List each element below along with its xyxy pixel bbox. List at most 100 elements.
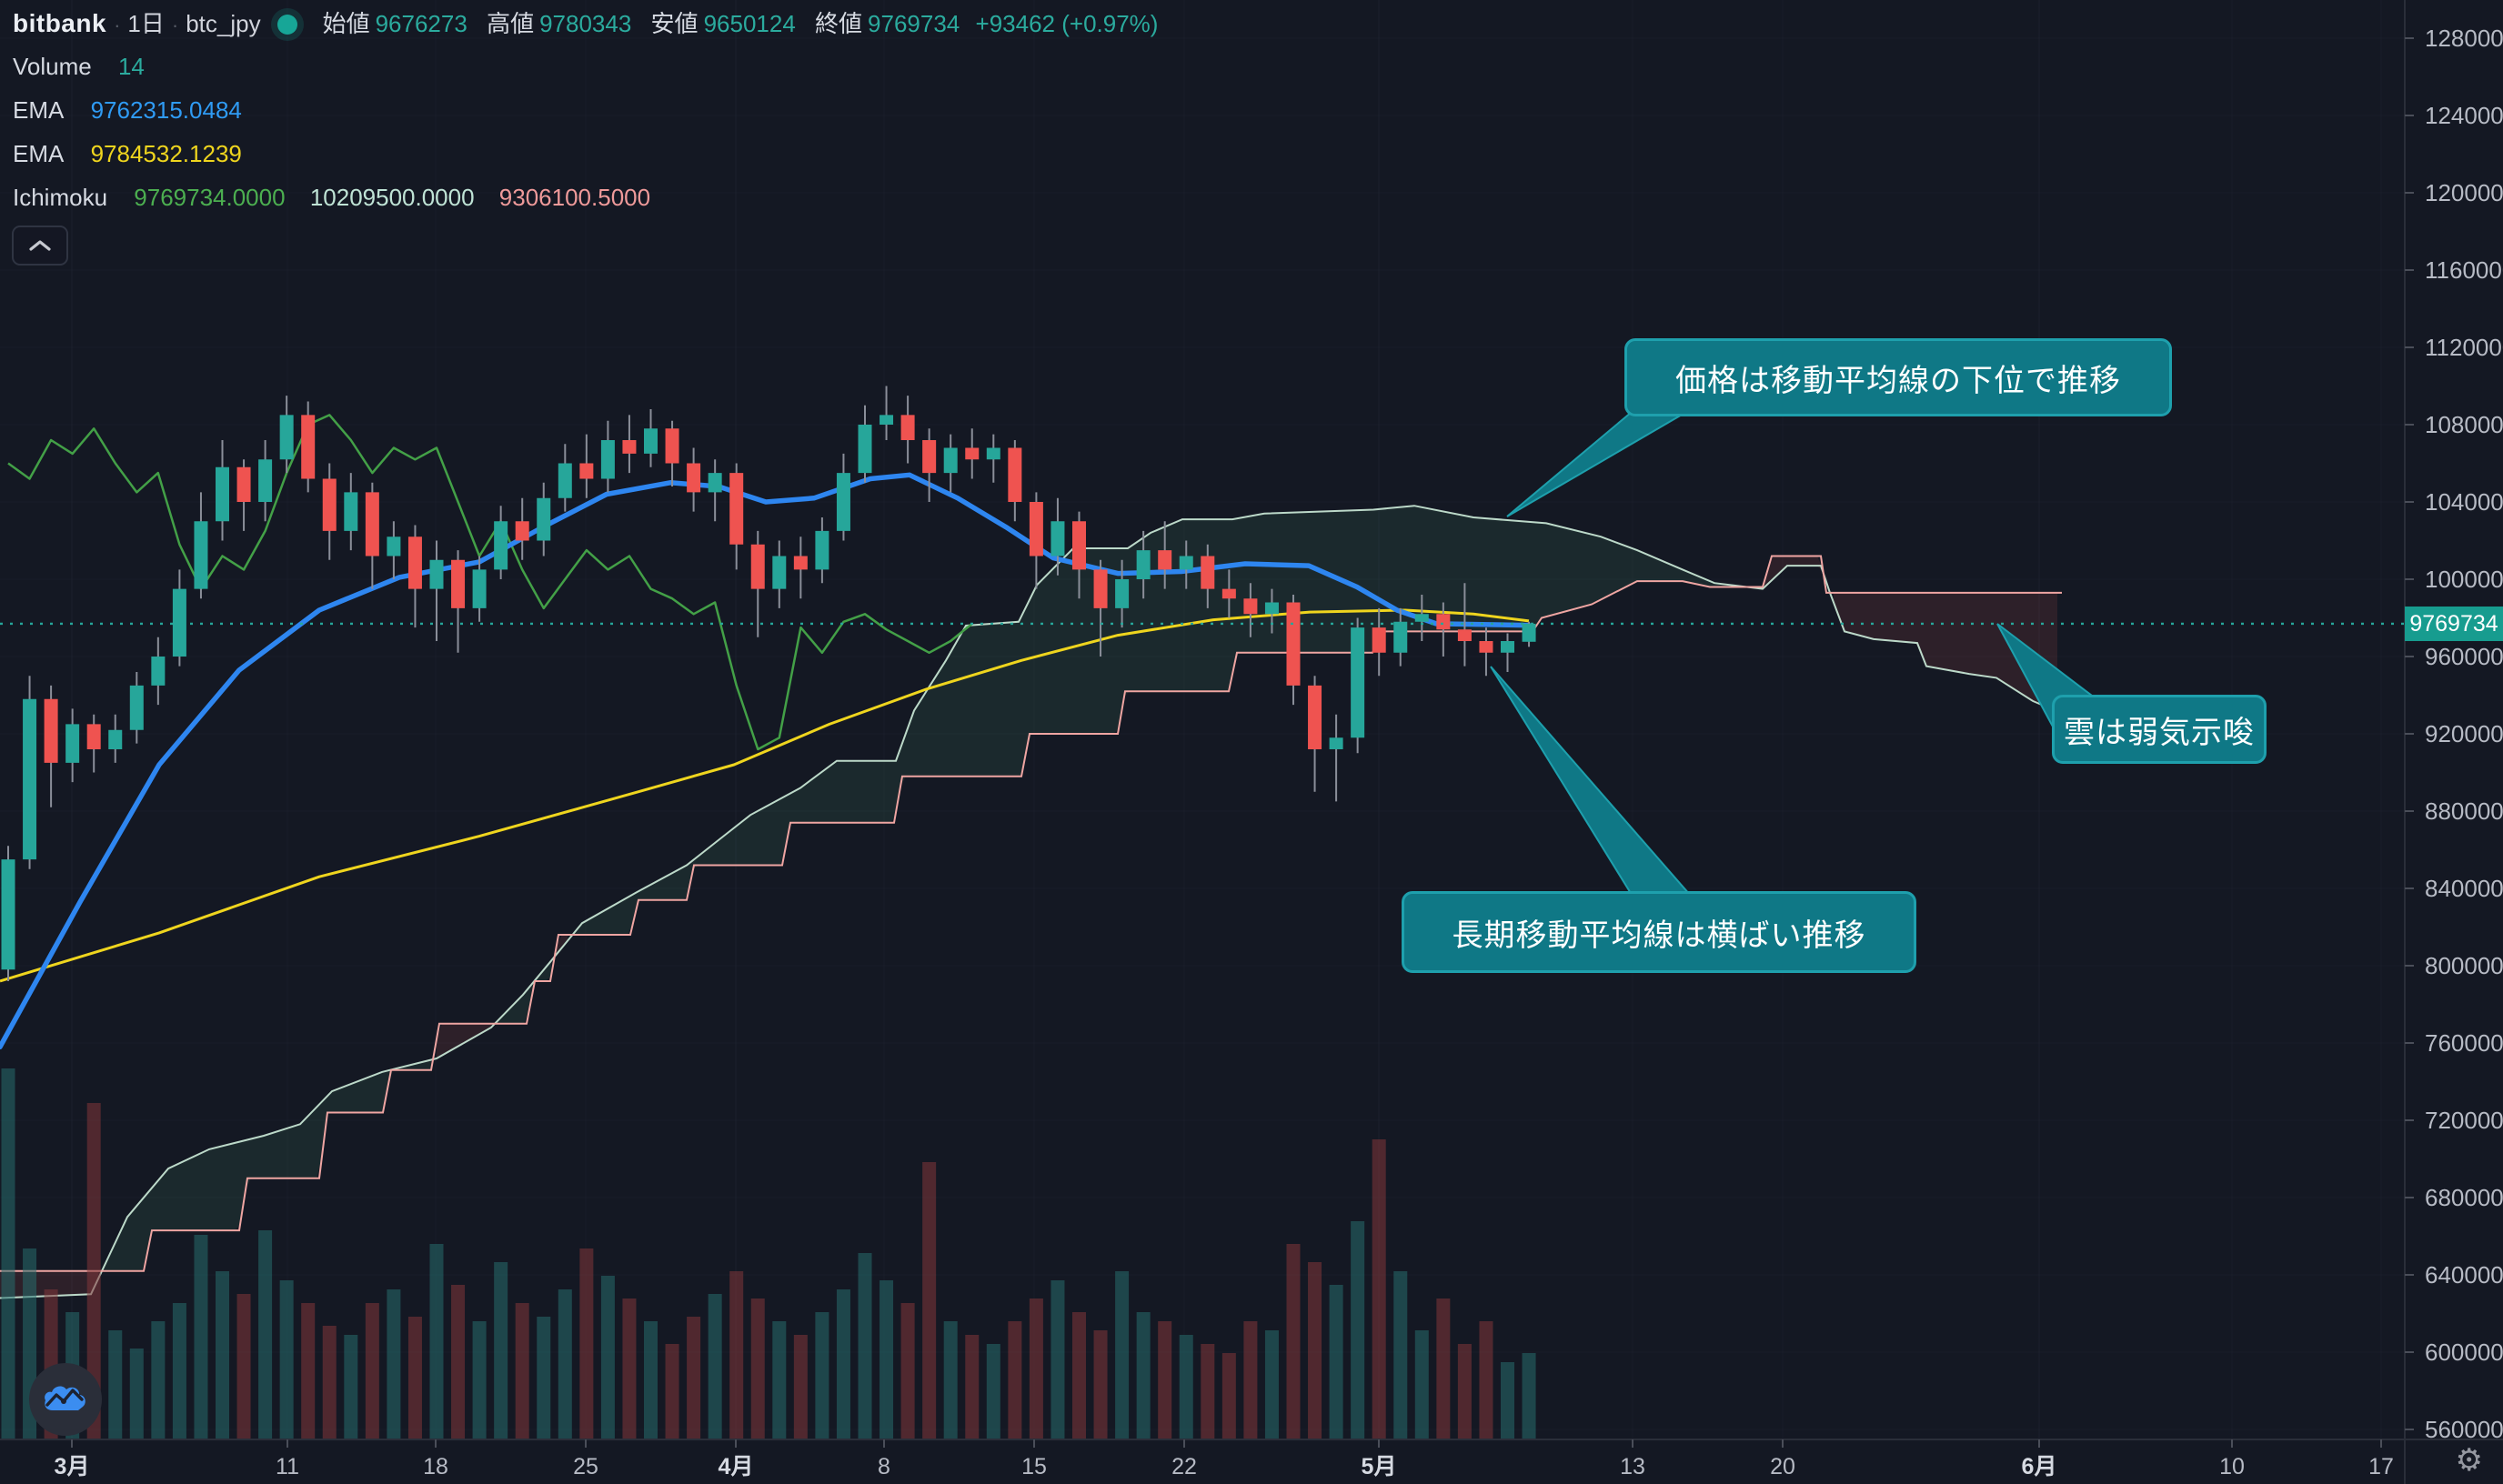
candle	[1436, 614, 1451, 630]
candle	[858, 425, 872, 474]
candle	[494, 521, 508, 570]
collapse-legend-button[interactable]	[12, 226, 68, 266]
candle	[665, 428, 679, 464]
volume-bar	[1479, 1321, 1493, 1439]
ema-slow-value: 9784532.1239	[90, 140, 242, 167]
lagging-span-line	[7, 414, 973, 751]
volume-bar	[1072, 1312, 1086, 1439]
candle	[1179, 556, 1193, 570]
time-tick-label: 15	[1021, 1454, 1047, 1479]
price-tick-label: 8400000	[2425, 875, 2503, 902]
time-axis[interactable]: 3月 11 18 25 4月 8 15 22 5月 13 20 6月 10 17	[55, 1439, 2394, 1479]
volume-bars-layer	[1, 1068, 1536, 1439]
volume-bar	[344, 1335, 358, 1439]
chevron-up-icon	[29, 240, 51, 251]
price-tick-label: 6400000	[2425, 1261, 2503, 1288]
app-logo[interactable]	[29, 1363, 102, 1436]
candle	[1136, 550, 1151, 579]
candle	[108, 729, 123, 749]
time-tick-label: 13	[1620, 1454, 1645, 1479]
ichimoku-legend-row[interactable]: Ichimoku 9769734.0000 10209500.0000 9306…	[13, 184, 650, 212]
pair-name[interactable]: btc_jpy	[186, 10, 261, 37]
volume-label: Volume	[13, 53, 92, 80]
change-value: +93462 (+0.97%)	[975, 10, 1159, 37]
candle	[600, 440, 615, 479]
candle	[322, 478, 337, 531]
annotation-text: 雲は弱気示唆	[2064, 715, 2255, 750]
timescale-settings-gear-icon[interactable]: ⚙	[2455, 1443, 2483, 1478]
candles-layer	[1, 386, 1536, 981]
cloud-chart-logo-icon	[45, 1386, 85, 1410]
candle	[301, 415, 316, 479]
candle	[216, 466, 229, 522]
price-axis[interactable]: 12800000 12400000 12000000 11600000 11200000…	[2405, 25, 2503, 1443]
annotation-text: 長期移動平均線は横ばい推移	[1452, 917, 1866, 953]
time-tick-label: 8	[878, 1454, 890, 1479]
volume-bar	[1093, 1330, 1108, 1439]
ema-fast-legend-row[interactable]: EMA 9762315.0484	[13, 96, 242, 125]
volume-bar	[1286, 1244, 1301, 1439]
time-tick-label: 4月	[719, 1454, 754, 1479]
symbol-legend-row[interactable]: bitbank · 1日 · btc_jpy 始値 9676273 高値 9780343 安値…	[13, 5, 1158, 39]
ema-slow-legend-row[interactable]: EMA 9784532.1239	[13, 140, 242, 168]
cloud-bullish-area	[104, 1059, 431, 1271]
ema-fast-value: 9762315.0484	[90, 96, 242, 124]
volume-bar	[1501, 1362, 1514, 1439]
senkou-span-a-line	[0, 505, 2063, 1299]
candle	[407, 536, 422, 589]
timeframe[interactable]: 1日	[127, 10, 165, 37]
volume-bar	[1351, 1221, 1365, 1439]
candle	[900, 415, 915, 440]
volume-bar	[622, 1298, 637, 1439]
volume-bar	[1243, 1321, 1258, 1439]
candle	[23, 698, 37, 860]
ichimoku-lead-a-value: 10209500.0000	[309, 184, 475, 211]
volume-bar	[387, 1289, 401, 1439]
volume-bar	[922, 1162, 937, 1439]
candle	[1, 859, 15, 970]
time-tick-label: 5月	[1362, 1454, 1397, 1479]
open-label: 始値	[322, 10, 370, 37]
annotation-price-below-ma[interactable]: 価格は移動平均線の下位で推移	[1624, 338, 2172, 416]
price-tick-label: 7200000	[2425, 1107, 2503, 1134]
volume-bar	[729, 1271, 744, 1439]
candle	[1264, 602, 1279, 615]
ema-slow-label: EMA	[13, 140, 65, 167]
candle	[1414, 614, 1429, 622]
volume-bar	[1158, 1321, 1172, 1439]
volume-value: 14	[117, 53, 145, 80]
price-tick-label: 12000000	[2425, 179, 2503, 206]
volume-bar	[943, 1321, 958, 1439]
symbol-name[interactable]: bitbank	[13, 9, 107, 37]
volume-bar	[407, 1317, 422, 1439]
candle	[1050, 521, 1065, 556]
price-tick-label: 5600000	[2425, 1416, 2503, 1443]
volume-bar	[900, 1303, 915, 1439]
volume-bar	[1029, 1298, 1043, 1439]
volume-bar	[687, 1317, 701, 1439]
volume-bar	[1522, 1353, 1536, 1439]
candle	[1221, 588, 1236, 599]
candle	[793, 556, 808, 570]
volume-bar	[858, 1253, 872, 1439]
volume-bar	[1436, 1298, 1451, 1439]
candle	[708, 473, 722, 493]
annotation-cloud-bearish[interactable]: 雲は弱気示唆	[2052, 695, 2267, 764]
volume-bar	[965, 1335, 980, 1439]
candle	[1501, 641, 1514, 653]
volume-bar	[836, 1289, 850, 1439]
time-tick-label: 10	[2219, 1454, 2245, 1479]
volume-bar	[880, 1280, 894, 1439]
cloud-bearish-area	[557, 935, 568, 955]
time-tick-label: 18	[423, 1454, 448, 1479]
candle	[1008, 447, 1022, 502]
ichimoku-label: Ichimoku	[13, 184, 108, 211]
candle	[279, 415, 294, 460]
time-tick-label: 25	[573, 1454, 598, 1479]
volume-bar	[108, 1330, 123, 1439]
annotation-longterm-ma-flat[interactable]: 長期移動平均線は横ばい推移	[1402, 891, 1916, 973]
volume-legend-row[interactable]: Volume 14	[13, 53, 145, 81]
volume-bar	[772, 1321, 787, 1439]
candle	[1457, 629, 1472, 641]
time-tick-label: 20	[1770, 1454, 1795, 1479]
